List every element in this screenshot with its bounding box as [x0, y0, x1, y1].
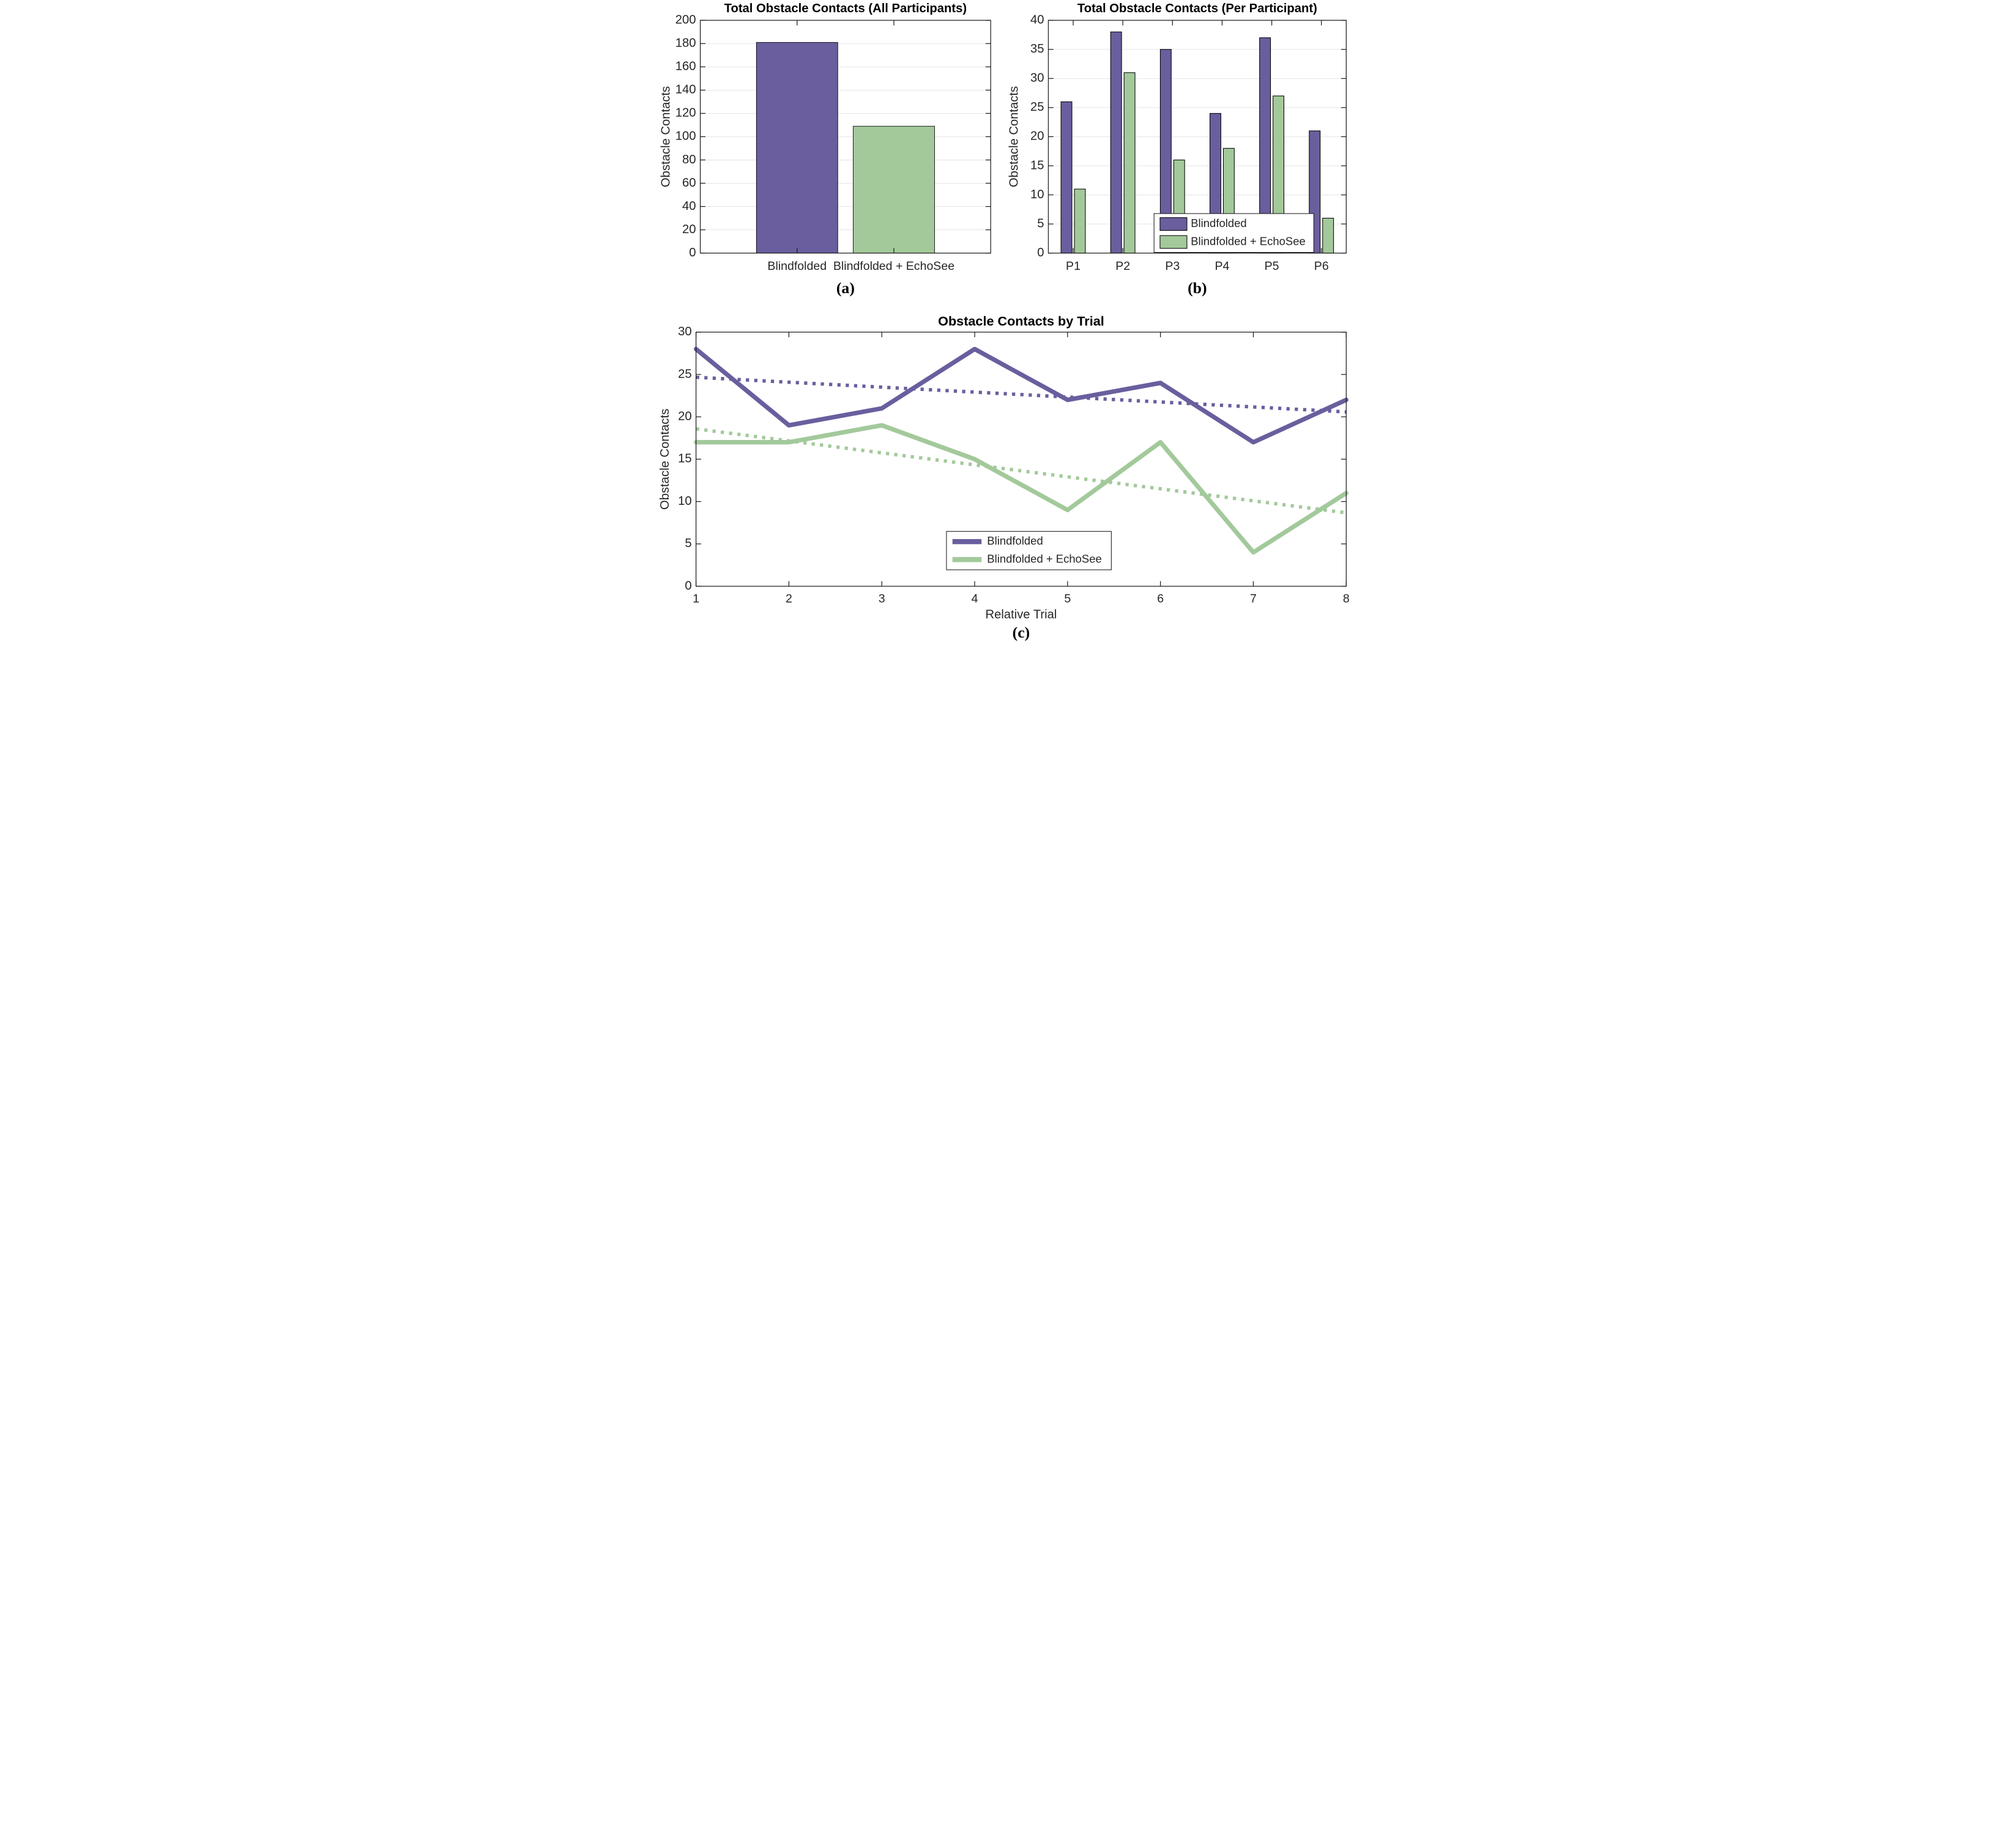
y-tick-label: 15: [678, 452, 692, 466]
caption-b: (b): [1188, 279, 1207, 297]
x-tick-label: 4: [971, 592, 978, 606]
bar: [1074, 188, 1085, 254]
chart-a: 0 20 40 60 80 100 120 140 160 180 200 Blindfolded Bl…: [659, 2, 991, 297]
bar: [1060, 101, 1073, 254]
legend-label: Blindfolded + EchoSee: [1191, 234, 1306, 247]
chart-a-title: Total Obstacle Contacts (All Participant…: [724, 2, 967, 15]
y-tick-label: 20: [1030, 130, 1044, 143]
y-tick-label: 10: [678, 494, 692, 508]
caption-c: (c): [1012, 624, 1030, 641]
y-tick-label: 80: [682, 153, 696, 166]
trend-line: [695, 375, 1346, 414]
y-axis-label: Obstacle Contacts: [1007, 86, 1021, 187]
x-category-label: P4: [1214, 259, 1229, 273]
legend-swatch: [1159, 235, 1187, 249]
bar: [1322, 217, 1334, 254]
x-tick-label: 1: [693, 592, 699, 606]
bar: [852, 125, 935, 254]
chart-c-title: Obstacle Contacts by Trial: [938, 313, 1104, 329]
legend-line-swatch: [952, 557, 981, 562]
y-tick-label: 180: [675, 37, 696, 50]
legend-label: Blindfolded: [1191, 217, 1246, 229]
x-tick-label: 5: [1064, 592, 1071, 606]
legend-label: Blindfolded: [987, 534, 1043, 547]
y-tick-label: 25: [1030, 100, 1044, 114]
x-tick-label: 2: [785, 592, 792, 606]
y-tick-label: 160: [675, 60, 696, 73]
legend: Blindfolded Blindfolded + EchoSee: [1153, 213, 1314, 253]
y-tick-label: 20: [682, 223, 696, 236]
data-line: [693, 423, 1348, 555]
x-category-label: P5: [1264, 259, 1279, 273]
chart-b-title: Total Obstacle Contacts (Per Participant…: [1077, 2, 1317, 15]
y-tick-label: 40: [1030, 13, 1044, 26]
y-tick-label: 60: [682, 176, 696, 190]
x-category-label: Blindfolded + EchoSee: [833, 259, 954, 273]
y-tick-label: 5: [1037, 217, 1044, 230]
y-tick-label: 0: [1037, 246, 1044, 259]
y-tick-label: 0: [685, 579, 691, 592]
y-tick-label: 40: [682, 199, 696, 213]
x-category-label: P2: [1115, 259, 1130, 273]
y-tick-label: 100: [675, 130, 696, 143]
y-tick-label: 10: [1030, 188, 1044, 201]
legend-swatch: [1159, 217, 1187, 231]
y-axis-label: Obstacle Contacts: [659, 86, 672, 187]
legend-box: [945, 531, 1112, 570]
bar: [756, 42, 838, 254]
legend-line-swatch: [952, 539, 981, 545]
x-tick-label: 6: [1157, 592, 1164, 606]
bar: [1110, 31, 1122, 254]
caption-a: (a): [836, 279, 854, 297]
three-panel-figure: 0 20 40 60 80 100 120 140 160 180 200 Blindfolded Bl…: [656, 0, 1360, 644]
y-tick-label: 30: [1030, 72, 1044, 85]
y-tick-label: 30: [678, 325, 692, 338]
x-tick-label: 8: [1342, 592, 1349, 606]
legend-label: Blindfolded + EchoSee: [987, 552, 1102, 565]
y-tick-label: 5: [685, 537, 691, 550]
y-tick-label: 200: [675, 13, 696, 26]
x-tick-label: 7: [1250, 592, 1257, 606]
x-category-label: P1: [1066, 259, 1081, 273]
y-tick-label: 140: [675, 83, 696, 97]
bar: [1123, 72, 1136, 254]
y-tick-label: 15: [1030, 158, 1044, 172]
y-tick-label: 20: [678, 409, 692, 423]
x-category-label: Blindfolded: [767, 259, 827, 273]
x-tick-label: 3: [878, 592, 885, 606]
y-tick-label: 0: [689, 246, 696, 259]
x-category-label: P6: [1314, 259, 1328, 273]
y-tick-label: 25: [678, 367, 692, 381]
data-line: [693, 346, 1348, 445]
x-axis-label: Relative Trial: [985, 608, 1057, 621]
legend: Blindfolded Blindfolded + EchoSee: [945, 531, 1112, 570]
y-tick-label: 35: [1030, 42, 1044, 56]
x-category-label: P3: [1165, 259, 1180, 273]
y-axis-label: Obstacle Contacts: [658, 409, 672, 510]
y-tick-label: 120: [675, 106, 696, 120]
trend-line: [695, 427, 1347, 515]
